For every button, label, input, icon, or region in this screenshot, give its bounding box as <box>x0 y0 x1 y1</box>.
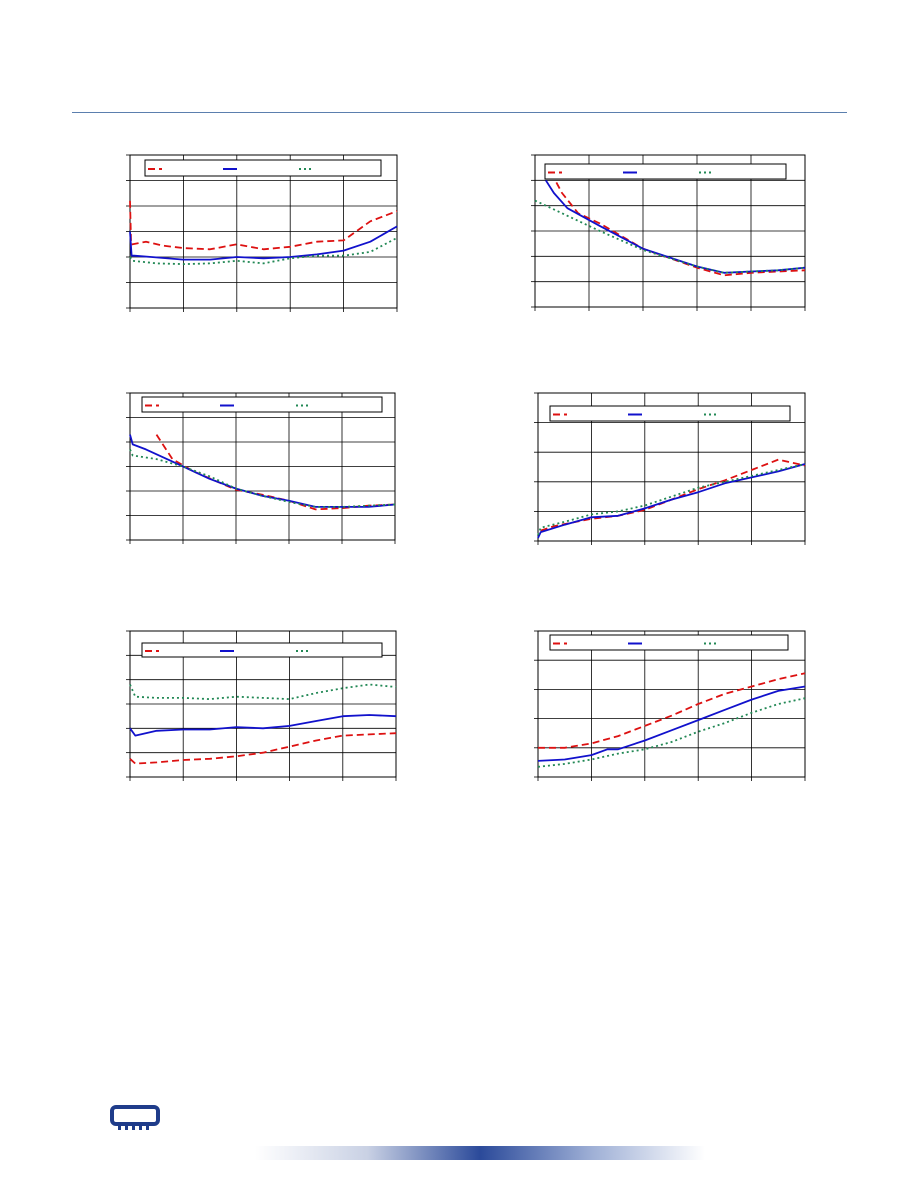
legend-box <box>549 634 789 651</box>
series-line-2 <box>129 434 396 508</box>
series-line-2 <box>129 225 398 261</box>
series-line-1 <box>538 672 806 749</box>
series-line-3 <box>537 463 806 536</box>
plot-frame <box>537 630 806 778</box>
series-line-3 <box>129 449 396 508</box>
series-line-1 <box>129 200 398 251</box>
legend-box <box>544 163 787 180</box>
plot-frame <box>129 630 397 778</box>
series-line-2 <box>545 179 806 274</box>
footer-gradient-bar <box>255 1146 705 1160</box>
memory-chip-icon <box>110 1105 160 1130</box>
chart-1 <box>126 154 398 312</box>
series-line-3 <box>129 683 397 700</box>
chart-3 <box>126 392 396 544</box>
series-line-3 <box>129 237 398 266</box>
chart-4 <box>534 392 806 545</box>
legend-box <box>141 396 383 413</box>
series-line-2 <box>537 463 806 539</box>
plot-frame <box>534 154 806 308</box>
chart-6 <box>534 630 806 781</box>
legend-box <box>144 159 382 177</box>
plot-frame <box>537 392 806 542</box>
chart-5 <box>126 630 397 781</box>
series-line-1 <box>550 172 806 277</box>
header-rule <box>72 112 847 113</box>
legend-box <box>549 405 791 422</box>
chart-2 <box>531 154 806 311</box>
series-line-2 <box>537 685 806 762</box>
legend-box <box>141 642 383 658</box>
series-line-3 <box>537 697 806 768</box>
plot-frame <box>129 392 396 541</box>
series-line-1 <box>129 732 397 765</box>
series-line-2 <box>129 714 397 737</box>
series-line-3 <box>534 199 806 274</box>
